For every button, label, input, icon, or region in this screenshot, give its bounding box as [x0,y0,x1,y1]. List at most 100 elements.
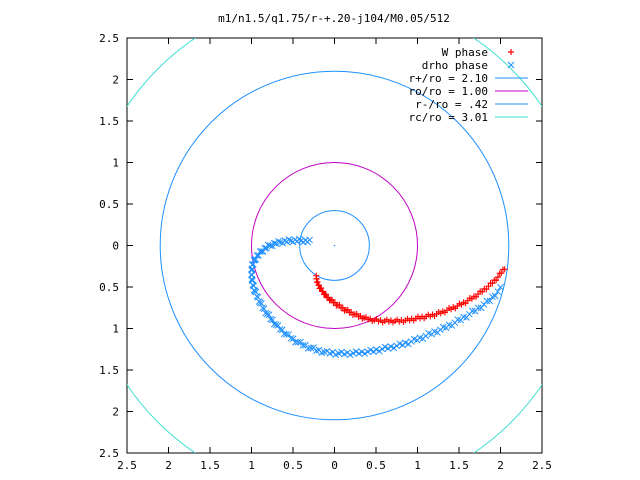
x-tick-label: 1 [414,459,421,472]
drho-phase-point [256,248,264,255]
legend-label: ro/ro = 1.00 [409,85,488,98]
drho-phase-point [483,297,491,305]
y-tick-label: 0.5 [99,198,119,211]
legend-label: W phase [442,46,488,59]
legend-label: drho phase [422,59,488,72]
y-tick-label: 2 [112,406,119,419]
y-tick-label: 2.5 [99,447,119,460]
y-tick-label: 2 [112,74,119,87]
drho-phase-point [497,283,504,291]
w-phase-point [489,280,496,287]
drho-phase-point [277,238,284,246]
w-phase-point [336,301,343,308]
drho-phase-point [468,307,476,315]
circle-r-ratio [159,70,510,421]
drho-phase-point [491,292,499,300]
drho-phase-point [266,242,274,249]
drho-phase-point [289,335,297,342]
drho-phase-point [253,252,261,259]
drho-phase-point [384,345,392,352]
x-tick-label: 2.5 [117,459,137,472]
drho-phase-point [375,347,383,355]
drho-phase-point [378,345,386,353]
drho-phase-point [263,310,271,318]
drho-phase-point [338,348,345,356]
drho-phase-point [270,320,278,328]
y-tick-label: 1 [112,157,119,170]
w-phase-point [485,283,492,290]
w-phase-point [495,274,502,281]
y-tick-label: 0.5 [99,281,119,294]
drho-phase-point [269,316,276,324]
w-phase-point [314,278,321,285]
w-phase-point [498,270,505,277]
x-tick-label: 1 [248,459,255,472]
drho-phase-point [270,239,278,247]
w-phase-point [319,288,326,295]
reference-circles [127,38,542,453]
drho-phase-point [474,304,482,312]
x-tick-label: 1.5 [200,459,220,472]
drho-phase-point [307,344,315,352]
drho-phase-point [258,300,265,307]
circle-ro-ratio [251,162,418,329]
y-tick-label: 2.5 [99,32,119,45]
x-tick-label: 0 [331,459,338,472]
drho-phase-point [273,240,280,248]
w-phase-point [315,282,322,289]
x-tick-label: 2.5 [532,459,552,472]
origin-point [333,244,336,247]
y-tick-label: 1.5 [99,364,119,377]
drho-phase-point [279,239,286,247]
legend-label: rc/ro = 3.01 [409,111,488,124]
legend-label: r+/ro = 2.10 [409,72,488,85]
drho-phase-point [494,288,502,295]
w-phase-point [318,285,325,292]
drho-phase-point [283,238,291,246]
y-tick-label: 1.5 [99,115,119,128]
w-phase-point [339,304,346,311]
x-tick-label: 2 [165,459,172,472]
x-tick-label: 0.5 [283,459,303,472]
drho-phase-point [361,350,369,357]
legend-label: r-/ro = .42 [415,98,488,111]
drho-phase-point [486,297,494,305]
circle-r-ratio [299,210,370,281]
y-tick-label: 1 [112,323,119,336]
axis-ticks: 2.5 2 1.5 1 0.5 0 0.5 1 1.5 2 2.52.521.510.500.511… [99,32,552,472]
x-tick-label: 0.5 [366,459,386,472]
drho-phase-point [304,345,312,352]
w-phase-point [329,296,336,303]
x-tick-label: 2 [497,459,504,472]
drho-phase-point [289,238,297,246]
drho-phase-point [352,348,360,355]
drho-phase-point [370,348,377,355]
w-phase-point [331,299,338,306]
y-tick-label: 0 [112,240,119,253]
drho-phase-point [268,242,276,250]
drho-phase-point [299,342,307,349]
drho-phase-point [390,344,398,352]
drho-phase-point [262,309,269,317]
x-tick-label: 1.5 [449,459,469,472]
drho-phase-point [364,348,372,356]
drho-phase-point [297,338,304,346]
drho-phase-point [287,237,295,245]
drho-phase-point [260,305,268,313]
w-phase-point [501,266,508,273]
legend-cross-marker [507,61,515,69]
chart-title: m1/n1.5/q1.75/r-+.20-j104/M0.05/512 [218,12,450,25]
drho-phase-point [294,338,302,346]
w-phase-point [483,286,490,293]
drho-phase-point [265,311,273,319]
data-points [248,235,508,359]
w-phase-point [479,288,486,295]
circle-rc-ratio [127,38,542,453]
legend-plus-marker [508,49,514,55]
drho-phase-point [250,256,258,264]
drho-phase-point [344,349,351,357]
drho-phase-point [267,315,274,323]
w-phase-point [493,277,500,284]
